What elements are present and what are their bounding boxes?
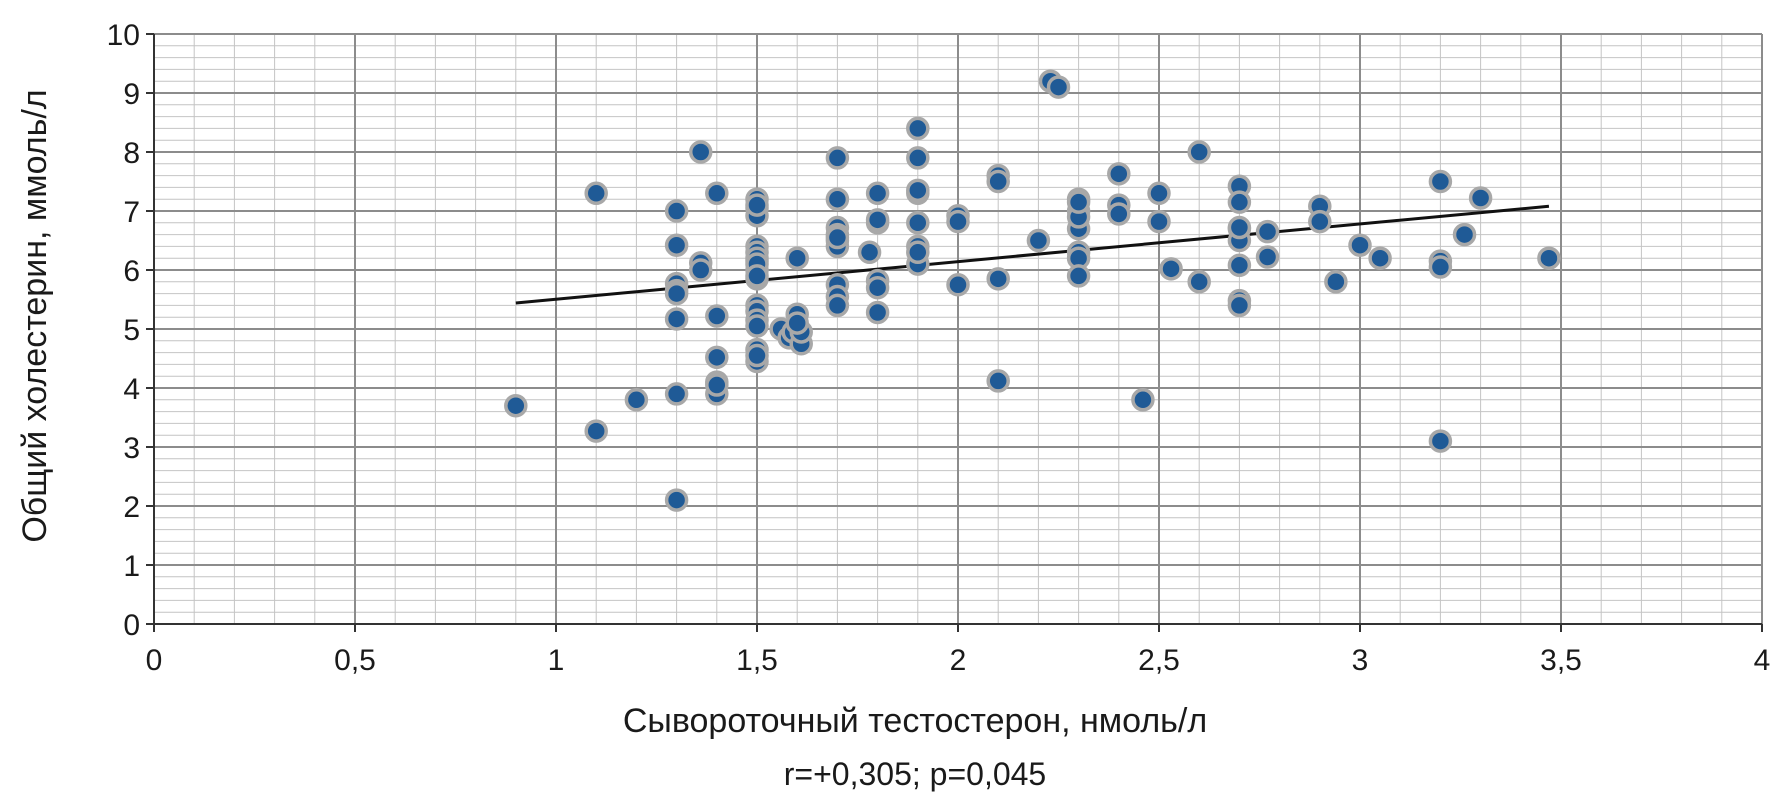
data-point <box>865 300 890 325</box>
data-point <box>584 181 608 206</box>
data-point <box>1107 202 1131 226</box>
data-point <box>1026 228 1051 253</box>
data-point <box>1227 190 1252 214</box>
y-tick-label: 10 <box>107 19 140 52</box>
data-point <box>1227 293 1252 318</box>
data-point <box>664 199 689 223</box>
x-tick-label: 1,5 <box>736 644 778 677</box>
data-point <box>1324 270 1348 294</box>
data-point <box>1066 190 1091 214</box>
y-tick-label: 7 <box>123 196 140 229</box>
data-point <box>986 369 1010 393</box>
data-point <box>1255 245 1280 269</box>
data-point <box>705 181 729 206</box>
data-point <box>906 240 930 265</box>
x-tick-label: 3,5 <box>1540 644 1582 677</box>
data-point <box>1066 264 1091 288</box>
y-axis-tick-labels: 0 1 2 3 4 5 6 7 8 9 10 <box>107 19 140 642</box>
data-point <box>664 307 689 331</box>
data-point <box>1159 257 1183 281</box>
data-point <box>906 211 930 235</box>
data-point <box>664 281 689 306</box>
y-tick-label: 8 <box>123 137 140 170</box>
data-point <box>745 264 769 288</box>
data-point <box>1428 255 1453 279</box>
data-point <box>624 388 649 412</box>
data-point <box>986 267 1010 291</box>
data-point <box>745 343 769 368</box>
data-point <box>1428 429 1453 453</box>
trendline-layer <box>515 204 1550 305</box>
data-point <box>1468 186 1493 210</box>
data-point <box>825 293 850 318</box>
data-point <box>1046 75 1071 99</box>
data-point <box>865 208 890 232</box>
data-point <box>906 146 930 170</box>
data-point <box>1131 388 1155 412</box>
data-points <box>504 69 1561 512</box>
data-point <box>1452 222 1477 247</box>
data-point <box>705 345 729 370</box>
data-point <box>1187 270 1211 294</box>
x-tick-label: 0 <box>146 644 163 677</box>
y-tick-label: 1 <box>123 550 140 583</box>
y-tick-label: 2 <box>123 491 140 524</box>
y-tick-label: 0 <box>123 609 140 642</box>
data-point <box>1227 253 1252 278</box>
data-point <box>1147 181 1171 206</box>
data-point <box>1147 209 1171 234</box>
data-point <box>785 246 809 270</box>
data-point <box>705 304 729 328</box>
data-point <box>825 225 850 250</box>
data-point <box>688 140 713 164</box>
x-tick-label: 1 <box>548 644 565 677</box>
data-point <box>664 488 689 512</box>
data-point <box>1368 246 1392 270</box>
x-axis-title: Сывороточный тестостерон, нмоль/л <box>623 702 1207 740</box>
x-tick-label: 0,5 <box>334 644 376 677</box>
data-point <box>1428 169 1453 194</box>
data-point <box>825 187 850 211</box>
data-point <box>906 116 930 141</box>
data-point <box>946 209 970 234</box>
data-point <box>1308 209 1332 234</box>
data-point <box>1348 233 1372 257</box>
data-point <box>1187 140 1211 164</box>
major-grid <box>146 33 1763 632</box>
y-axis-title: Общий холестерин, ммоль/л <box>16 89 54 542</box>
data-point <box>825 146 850 170</box>
correlation-annotation: r=+0,305; p=0,045 <box>784 756 1046 792</box>
data-point <box>584 419 608 443</box>
y-tick-label: 6 <box>123 255 140 288</box>
data-point <box>857 240 882 265</box>
x-tick-label: 4 <box>1754 644 1771 677</box>
data-point <box>1537 246 1561 270</box>
data-point <box>504 393 528 418</box>
x-axis-tick-labels: 0 0,5 1 1,5 2 2,5 3 3,5 4 <box>146 644 1771 677</box>
data-point <box>1255 219 1280 244</box>
x-tick-label: 3 <box>1352 644 1369 677</box>
data-point <box>865 181 890 206</box>
y-tick-label: 4 <box>123 373 140 406</box>
data-point <box>745 314 769 338</box>
x-tick-label: 2 <box>950 644 967 677</box>
data-point <box>1107 162 1131 186</box>
data-point <box>946 273 970 297</box>
y-tick-label: 5 <box>123 314 140 347</box>
data-point <box>705 373 729 397</box>
data-point <box>688 258 713 282</box>
data-point <box>865 275 890 300</box>
x-tick-label: 2,5 <box>1138 644 1180 677</box>
data-point <box>664 233 689 257</box>
data-point <box>986 169 1010 194</box>
data-point <box>745 193 769 217</box>
trendline <box>515 204 1550 305</box>
y-tick-label: 9 <box>123 78 140 111</box>
data-point <box>1227 215 1252 240</box>
data-point <box>785 311 809 335</box>
data-point <box>664 382 689 406</box>
y-tick-label: 3 <box>123 432 140 465</box>
data-point <box>906 178 930 203</box>
